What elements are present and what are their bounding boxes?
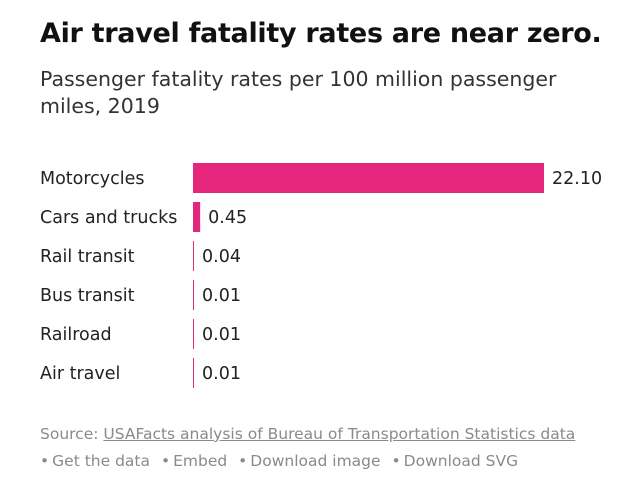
bar: [193, 319, 194, 349]
chart-title: Air travel fatality rates are near zero.: [40, 18, 602, 49]
bar: [193, 358, 194, 388]
separator-dot: •: [160, 452, 171, 470]
source-line: Source: USAFacts analysis of Bureau of T…: [40, 425, 575, 443]
category-label: Railroad: [40, 325, 112, 345]
bar: [193, 280, 194, 310]
embed-link[interactable]: Embed: [173, 452, 228, 470]
get-the-data-link[interactable]: Get the data: [52, 452, 150, 470]
category-label: Bus transit: [40, 286, 135, 306]
value-label: 0.01: [202, 325, 241, 345]
value-label: 0.01: [202, 286, 241, 306]
bar: [193, 202, 201, 232]
bar-chart: Motorcycles 22.10 Cars and trucks 0.45 Rail …: [40, 163, 602, 388]
download-svg-link[interactable]: Download SVG: [403, 452, 519, 470]
value-label: 22.10: [552, 169, 602, 189]
source-prefix: Source:: [40, 425, 104, 443]
separator-dot: •: [40, 452, 50, 470]
chart-subtitle: Passenger fatality rates per 100 million…: [40, 67, 557, 118]
separator-dot: •: [391, 452, 401, 470]
category-label: Rail transit: [40, 247, 135, 267]
value-label: 0.04: [202, 247, 241, 267]
value-label: 0.01: [202, 364, 241, 384]
value-label: 0.45: [208, 208, 247, 228]
category-label: Air travel: [40, 364, 120, 384]
category-label: Motorcycles: [40, 169, 145, 189]
bar: [193, 241, 194, 271]
download-image-link[interactable]: Download image: [250, 452, 381, 470]
footer-links: • Get the data • Embed • Download image • Do…: [40, 452, 524, 470]
separator-dot: •: [238, 452, 248, 470]
bar: [193, 163, 544, 193]
category-label: Cars and trucks: [40, 208, 177, 228]
source-link[interactable]: USAFacts analysis of Bureau of Transport…: [103, 425, 576, 443]
